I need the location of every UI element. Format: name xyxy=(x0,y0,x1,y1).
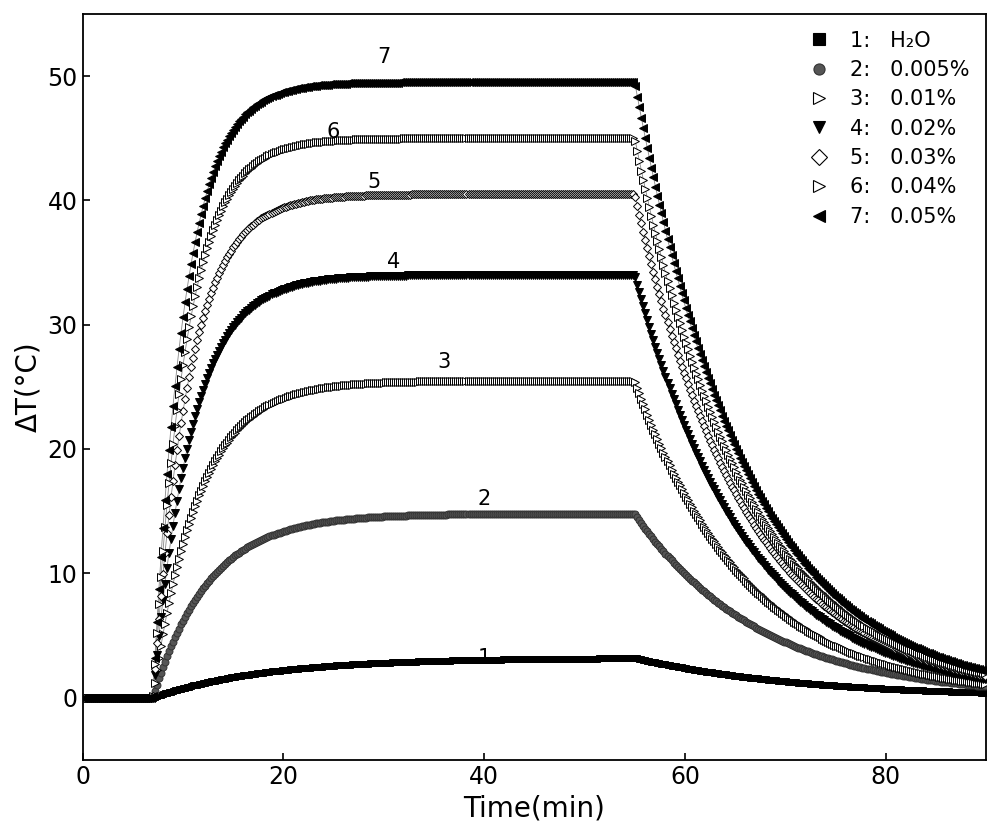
X-axis label: Time(min): Time(min) xyxy=(463,794,605,822)
Text: 5: 5 xyxy=(367,171,380,191)
Text: 7: 7 xyxy=(377,48,390,68)
Y-axis label: ΔT(°C): ΔT(°C) xyxy=(14,341,42,432)
Text: 6: 6 xyxy=(327,122,340,142)
Legend: 1:   H₂O, 2:   0.005%, 3:   0.01%, 4:   0.02%, 5:   0.03%, 6:   0.04%, 7:   0.05: 1: H₂O, 2: 0.005%, 3: 0.01%, 4: 0.02%, 5… xyxy=(792,24,976,233)
Text: 1: 1 xyxy=(478,648,491,668)
Text: 2: 2 xyxy=(478,489,491,508)
Text: 3: 3 xyxy=(437,352,451,372)
Text: 4: 4 xyxy=(387,252,400,273)
